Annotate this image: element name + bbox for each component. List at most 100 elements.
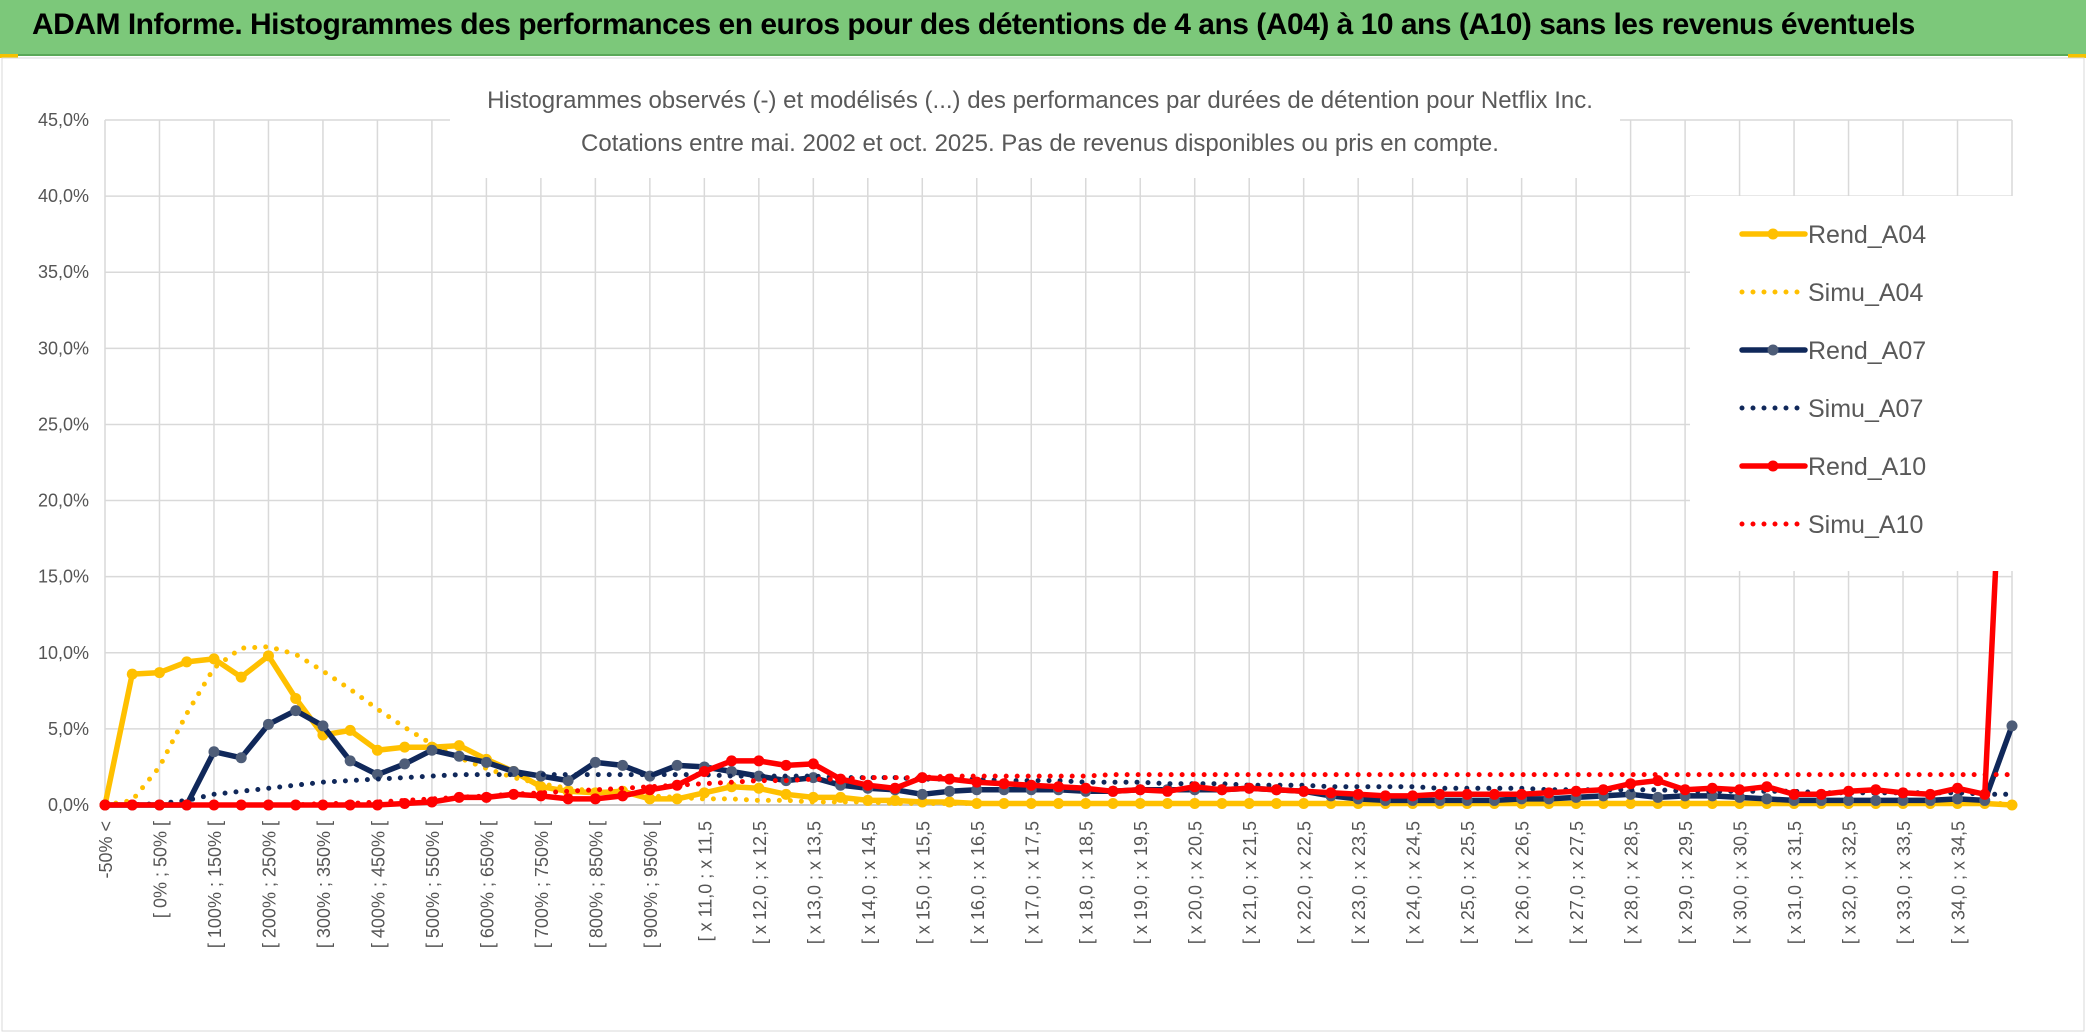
x-tick-label: [ 900% ; 950% [ (641, 821, 661, 948)
data-point (1135, 784, 1146, 795)
x-tick-label: [ x 30,0 ; x 30,5 (1731, 821, 1751, 944)
data-point (917, 789, 928, 800)
data-point (1870, 795, 1881, 806)
data-point (208, 653, 219, 664)
y-tick-label: 5,0% (48, 719, 89, 739)
legend-label: Simu_A07 (1808, 395, 1923, 423)
x-tick-label: [ x 18,0 ; x 18,5 (1077, 821, 1097, 944)
legend-label: Rend_A10 (1808, 453, 1926, 481)
x-tick-label: [ x 20,0 ; x 20,5 (1186, 821, 1206, 944)
legend-label: Rend_A07 (1808, 337, 1926, 365)
y-tick-label: 30,0% (38, 338, 89, 358)
data-point (1979, 789, 1990, 800)
x-tick-label: [ x 19,0 ; x 19,5 (1131, 821, 1151, 944)
data-point (1053, 781, 1064, 792)
data-point (399, 758, 410, 769)
data-point (672, 760, 683, 771)
x-tick-label: [ x 16,0 ; x 16,5 (968, 821, 988, 944)
data-point (1898, 787, 1909, 798)
x-tick-label: [ 600% ; 650% [ (477, 821, 497, 948)
data-point (1843, 786, 1854, 797)
x-tick-label: [ 300% ; 350% [ (314, 821, 334, 948)
chart-title: Histogrammes observés (-) et modélisés (… (450, 78, 1620, 178)
data-point (1271, 784, 1282, 795)
data-point (890, 783, 901, 794)
data-point (1816, 789, 1827, 800)
data-point (590, 757, 601, 768)
x-tick-label: [ x 21,0 ; x 21,5 (1240, 821, 1260, 944)
x-tick-label: [ 700% ; 750% [ (532, 821, 552, 948)
data-point (1598, 784, 1609, 795)
x-tick-label: [ x 28,0 ; x 28,5 (1622, 821, 1642, 944)
data-point (1516, 789, 1527, 800)
data-point (781, 760, 792, 771)
chart-title-line2: Cotations entre mai. 2002 et oct. 2025. … (581, 130, 1499, 157)
data-point (1789, 789, 1800, 800)
x-tick-label: [ x 23,0 ; x 23,5 (1349, 821, 1369, 944)
data-point (290, 693, 301, 704)
x-tick-label: [ x 12,0 ; x 12,5 (750, 821, 770, 944)
data-point (1080, 783, 1091, 794)
data-point (317, 720, 328, 731)
y-tick-label: 15,0% (38, 567, 89, 587)
data-point (208, 746, 219, 757)
data-point (181, 656, 192, 667)
data-point (1026, 780, 1037, 791)
data-point (1380, 790, 1391, 801)
data-point (1761, 781, 1772, 792)
x-tick-label: [ x 31,0 ; x 31,5 (1785, 821, 1805, 944)
data-point (1325, 787, 1336, 798)
y-tick-label: 0,0% (48, 795, 89, 815)
legend-marker (1768, 229, 1779, 240)
report-title: ADAM Informe. Histogrammes des performan… (32, 8, 1915, 42)
data-point (1680, 784, 1691, 795)
report-banner: ADAM Informe. Histogrammes des performan… (0, 0, 2086, 56)
data-point (1870, 784, 1881, 795)
x-tick-label: -50% < (96, 821, 116, 879)
x-tick-label: [ x 33,0 ; x 33,5 (1894, 821, 1914, 944)
data-point (1216, 784, 1227, 795)
data-point (590, 793, 601, 804)
x-tick-label: [ 800% ; 850% [ (586, 821, 606, 948)
data-point (808, 758, 819, 769)
data-point (1625, 778, 1636, 789)
data-point (1244, 783, 1255, 794)
data-point (726, 755, 737, 766)
x-tick-label: [ 100% ; 150% [ (205, 821, 225, 948)
data-point (753, 755, 764, 766)
x-tick-label: [ x 22,0 ; x 22,5 (1295, 821, 1315, 944)
histogram-chart: 0,0% 5,0% 10,0% 15,0% 20,0% 25,0% 30,0% 35,0% 40… (0, 56, 2086, 1033)
y-tick-label: 25,0% (38, 414, 89, 434)
y-tick-label: 40,0% (38, 186, 89, 206)
x-tick-label: [ x 34,0 ; x 34,5 (1949, 821, 1969, 944)
data-point (1434, 789, 1445, 800)
x-tick-label: [ x 26,0 ; x 26,5 (1513, 821, 1533, 944)
data-point (345, 725, 356, 736)
x-axis-ticks: -50% < [ 0% ; 50% [[ 100% ; 150% [[ 200% … (96, 821, 1969, 948)
data-point (1734, 784, 1745, 795)
x-tick-label: [ 0% ; 50% [ (150, 821, 170, 918)
data-point (1107, 786, 1118, 797)
data-point (481, 757, 492, 768)
data-point (1353, 789, 1364, 800)
legend-marker (1768, 345, 1779, 356)
data-point (263, 650, 274, 661)
x-tick-label: [ x 24,0 ; x 24,5 (1404, 821, 1424, 944)
data-point (1707, 783, 1718, 794)
data-point (1652, 792, 1663, 803)
data-point (1925, 789, 1936, 800)
y-tick-label: 35,0% (38, 262, 89, 282)
data-point (426, 745, 437, 756)
data-point (454, 740, 465, 751)
data-point (290, 705, 301, 716)
y-axis-ticks: 0,0% 5,0% 10,0% 15,0% 20,0% 25,0% 30,0% 35,0% 40… (38, 110, 89, 815)
data-point (1407, 790, 1418, 801)
data-point (1489, 789, 1500, 800)
data-point (1543, 787, 1554, 798)
x-tick-label: [ 400% ; 450% [ (368, 821, 388, 948)
data-point (699, 766, 710, 777)
x-tick-label: [ x 32,0 ; x 32,5 (1840, 821, 1860, 944)
y-tick-label: 20,0% (38, 491, 89, 511)
data-point (617, 790, 628, 801)
